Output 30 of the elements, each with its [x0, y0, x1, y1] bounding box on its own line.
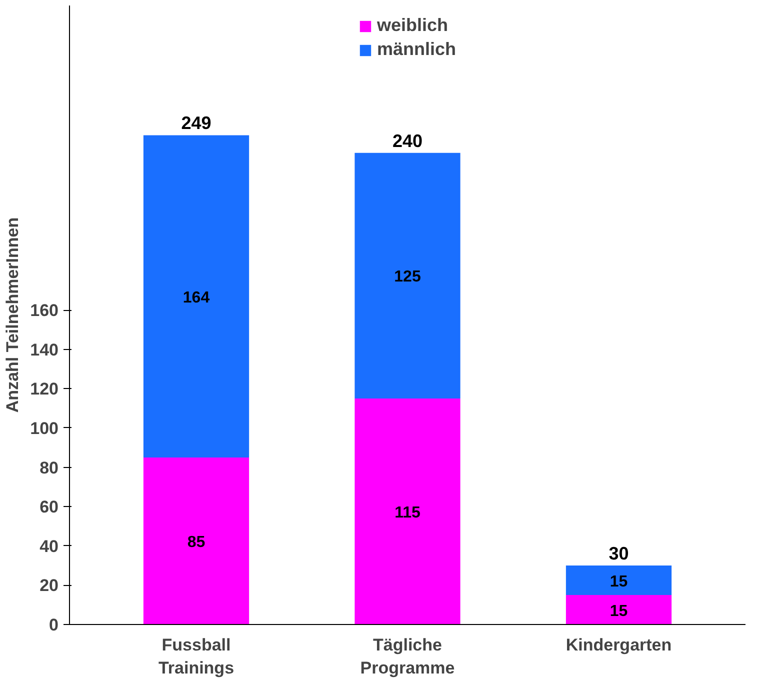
data-label: 15 — [610, 573, 628, 590]
y-tick-label: 160 — [30, 301, 59, 320]
total-label: 240 — [392, 130, 423, 151]
total-label: 30 — [608, 544, 629, 564]
legend-label: weiblich — [376, 15, 448, 36]
bar — [354, 152, 460, 399]
y-tick-label: 80 — [40, 458, 59, 478]
data-label: 85 — [187, 534, 206, 551]
total-label: 249 — [181, 113, 212, 134]
bar — [566, 566, 672, 596]
data-label: 115 — [394, 504, 421, 522]
x-tick-label: Kindergarten — [566, 636, 672, 654]
bar — [566, 595, 672, 624]
y-tick-label: 20 — [40, 576, 59, 596]
y-tick-label: 100 — [30, 418, 59, 438]
legend-label: männlich — [376, 39, 456, 60]
bar — [354, 398, 460, 624]
data-label: 15 — [610, 602, 628, 620]
data-label: 164 — [182, 289, 210, 306]
x-tick-label: Fussball Trainings — [158, 636, 234, 678]
data-label: 125 — [394, 268, 421, 286]
y-tick-label: 0 — [49, 616, 59, 634]
x-tick-label: Tägliche Programme — [360, 636, 455, 678]
bar — [143, 457, 250, 624]
y-tick-label: 140 — [30, 340, 59, 360]
y-tick-label: 40 — [40, 536, 59, 556]
bar — [143, 135, 250, 458]
y-tick-label: 120 — [30, 380, 59, 399]
y-axis-title: Anzahl TeilnehmerInnen — [3, 217, 22, 413]
y-tick-label: 60 — [40, 498, 59, 517]
